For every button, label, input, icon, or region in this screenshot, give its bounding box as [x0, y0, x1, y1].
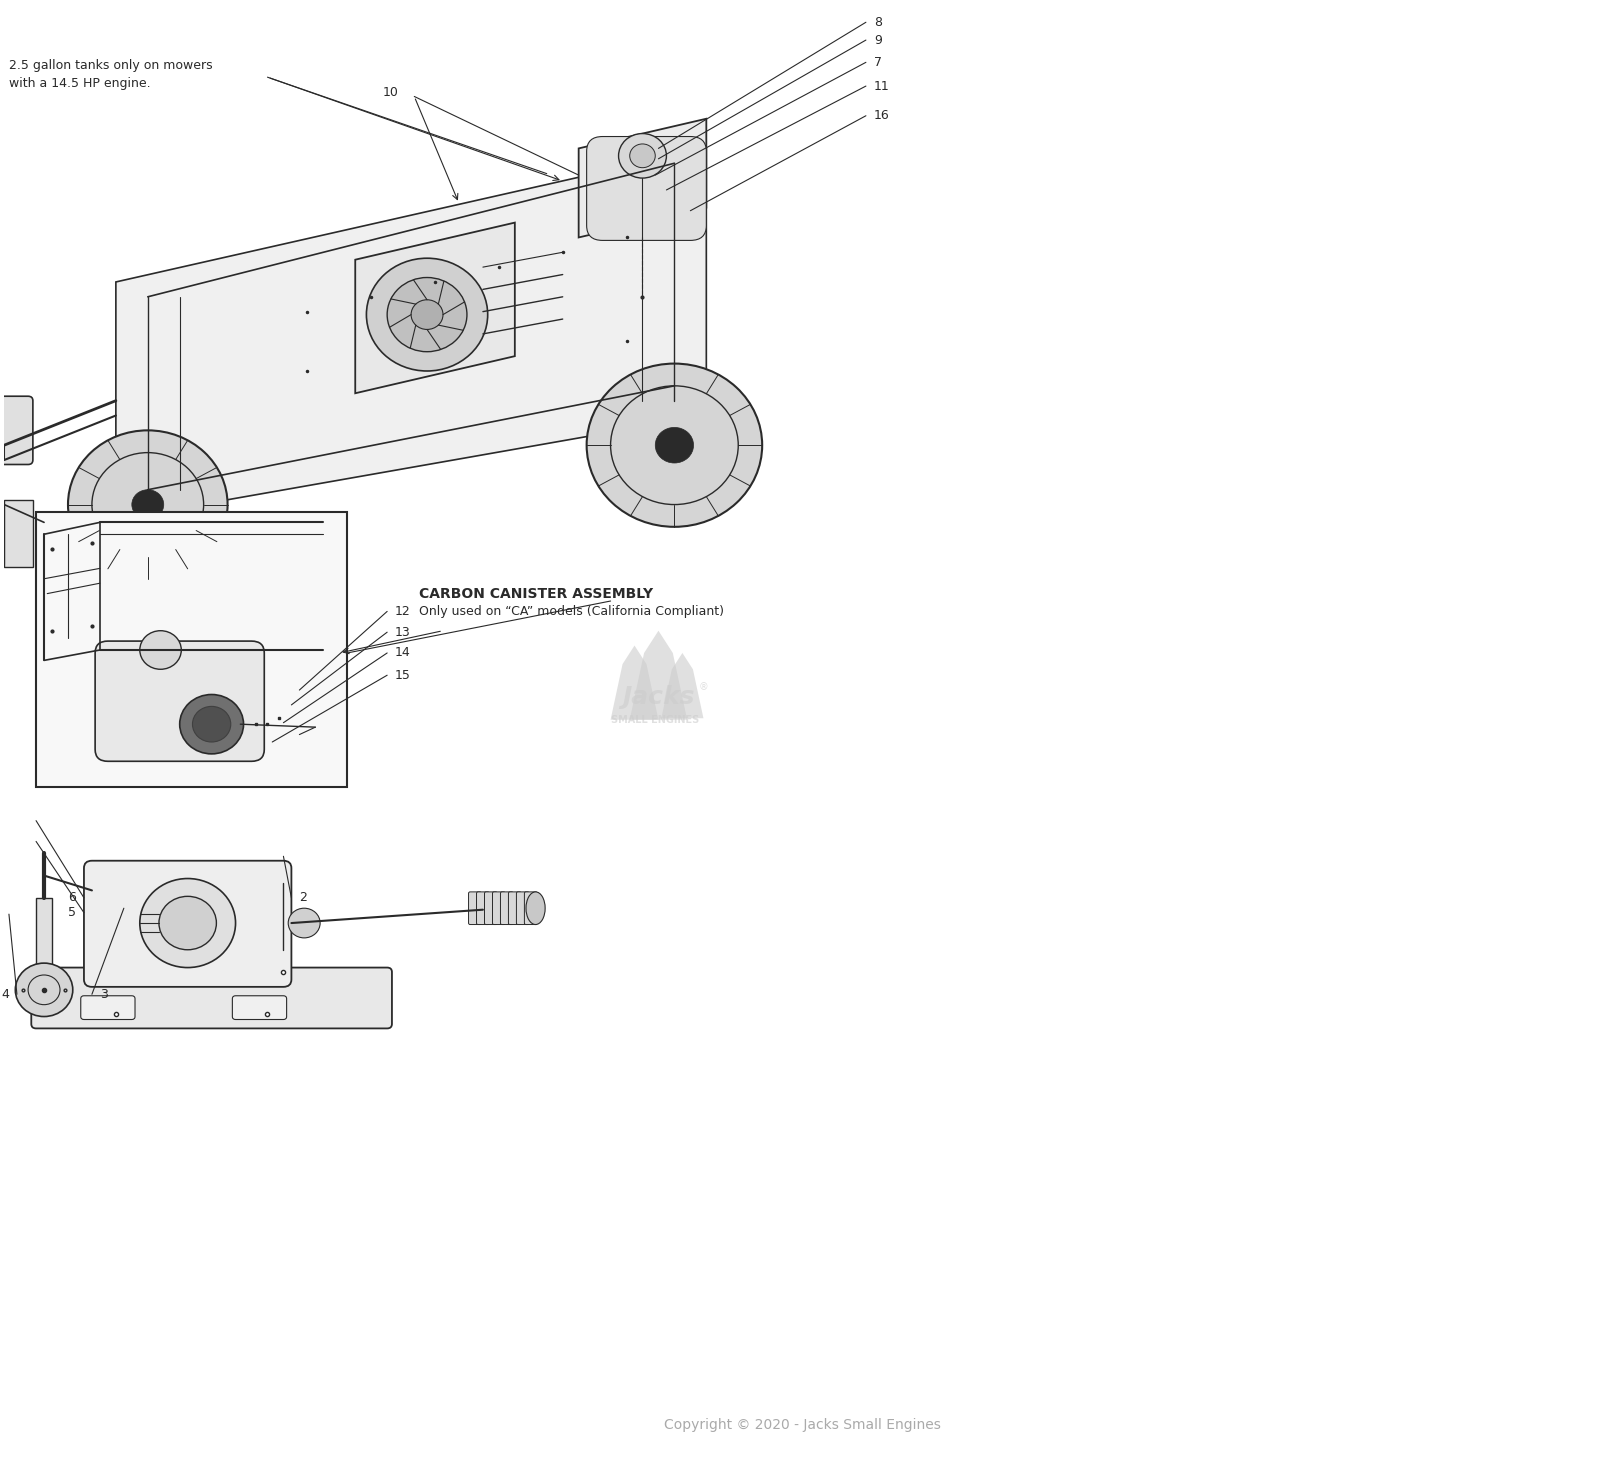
- Circle shape: [288, 908, 320, 938]
- Circle shape: [131, 490, 163, 519]
- Text: 3: 3: [99, 988, 107, 1000]
- Text: 4: 4: [2, 988, 10, 1000]
- Ellipse shape: [526, 892, 546, 925]
- FancyBboxPatch shape: [83, 861, 291, 987]
- Circle shape: [630, 144, 656, 168]
- Text: ®: ®: [698, 683, 709, 692]
- Text: 5: 5: [67, 907, 75, 919]
- Text: 8: 8: [874, 16, 882, 28]
- Text: 11: 11: [874, 80, 890, 92]
- FancyBboxPatch shape: [509, 892, 522, 925]
- FancyBboxPatch shape: [587, 137, 706, 240]
- Text: 15: 15: [395, 669, 411, 681]
- FancyBboxPatch shape: [80, 996, 134, 1020]
- FancyBboxPatch shape: [525, 892, 538, 925]
- FancyBboxPatch shape: [469, 892, 482, 925]
- Text: 16: 16: [874, 110, 890, 122]
- Circle shape: [619, 134, 667, 178]
- Text: 10: 10: [382, 86, 398, 98]
- Text: 2.5 gallon tanks only on mowers
with a 14.5 HP engine.: 2.5 gallon tanks only on mowers with a 1…: [10, 59, 213, 91]
- Circle shape: [139, 879, 235, 968]
- Text: Jacks: Jacks: [622, 686, 694, 709]
- Circle shape: [587, 364, 762, 527]
- Text: 13: 13: [395, 626, 411, 638]
- FancyBboxPatch shape: [32, 968, 392, 1028]
- FancyBboxPatch shape: [501, 892, 514, 925]
- Circle shape: [158, 896, 216, 950]
- Polygon shape: [579, 119, 706, 237]
- Text: 14: 14: [395, 647, 411, 659]
- Text: CARBON CANISTER ASSEMBLY: CARBON CANISTER ASSEMBLY: [419, 586, 653, 601]
- Circle shape: [67, 430, 227, 579]
- Text: SMALL ENGINES: SMALL ENGINES: [611, 715, 699, 724]
- Circle shape: [16, 963, 72, 1017]
- Polygon shape: [630, 631, 686, 720]
- Polygon shape: [661, 653, 704, 718]
- Text: Copyright © 2020 - Jacks Small Engines: Copyright © 2020 - Jacks Small Engines: [664, 1417, 941, 1432]
- Text: Only used on “CA” models (California Compliant): Only used on “CA” models (California Com…: [419, 605, 725, 617]
- Bar: [5, 500, 34, 567]
- Circle shape: [179, 695, 243, 754]
- Polygon shape: [115, 148, 706, 519]
- Polygon shape: [611, 646, 659, 720]
- FancyBboxPatch shape: [517, 892, 530, 925]
- Bar: [37, 512, 347, 787]
- FancyBboxPatch shape: [94, 641, 264, 761]
- Text: 7: 7: [874, 56, 882, 68]
- Text: 12: 12: [395, 605, 411, 617]
- FancyBboxPatch shape: [0, 396, 34, 464]
- Text: 9: 9: [874, 34, 882, 46]
- FancyBboxPatch shape: [477, 892, 490, 925]
- Circle shape: [366, 258, 488, 371]
- Circle shape: [139, 631, 181, 669]
- Bar: [37, 898, 53, 979]
- Circle shape: [411, 300, 443, 329]
- FancyBboxPatch shape: [232, 996, 286, 1020]
- Circle shape: [656, 427, 693, 463]
- Circle shape: [192, 706, 230, 742]
- FancyBboxPatch shape: [493, 892, 506, 925]
- Text: 6: 6: [69, 892, 75, 904]
- FancyBboxPatch shape: [485, 892, 498, 925]
- Circle shape: [387, 278, 467, 352]
- Polygon shape: [355, 223, 515, 393]
- Text: 2: 2: [299, 892, 307, 904]
